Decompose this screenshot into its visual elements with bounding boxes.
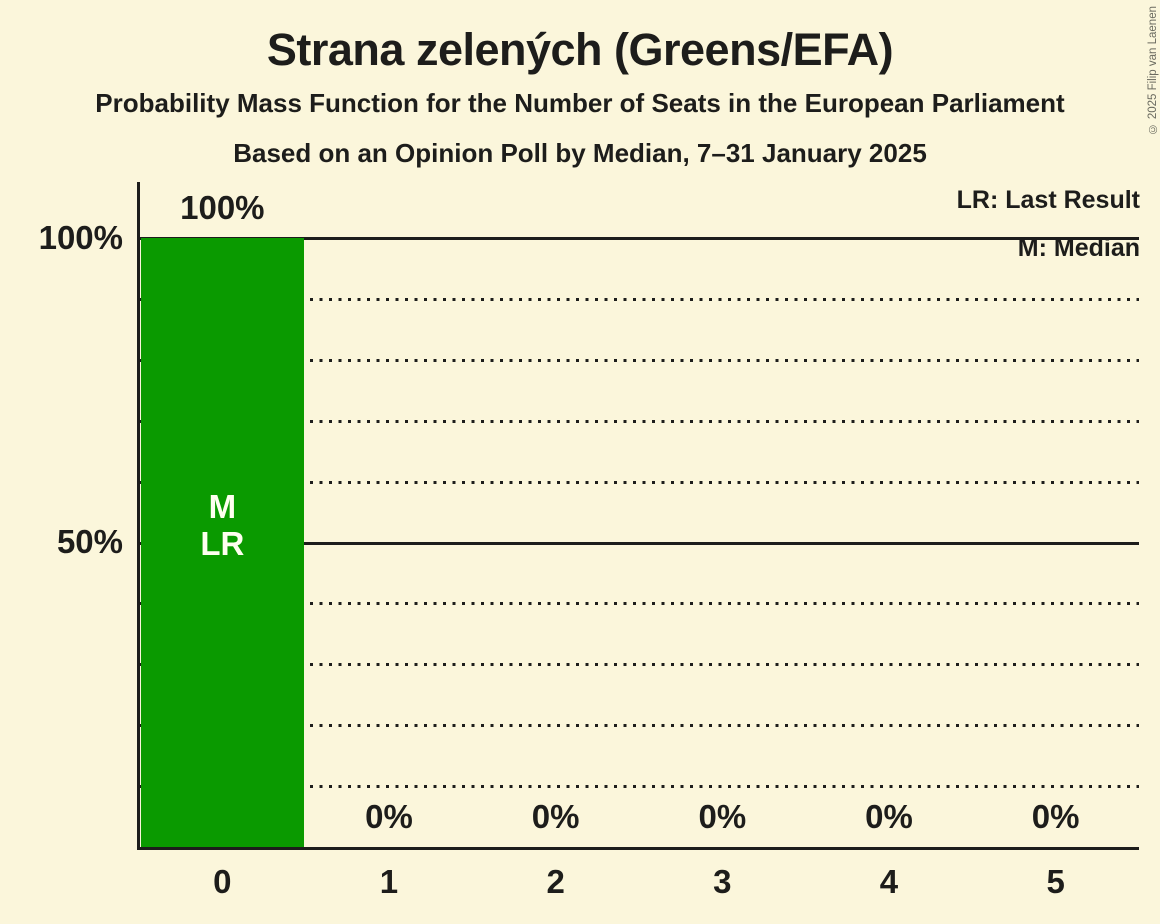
chart-subtitle: Probability Mass Function for the Number… xyxy=(95,88,1065,118)
gridline-solid-50 xyxy=(139,541,1139,545)
y-axis-line xyxy=(137,182,140,850)
value-label-5: 0% xyxy=(1031,798,1080,835)
x-tick-label-4: 4 xyxy=(879,863,899,900)
annotation-line-m: M xyxy=(208,488,237,525)
chart-poll-info: Based on an Opinion Poll by Median, 7–31… xyxy=(233,138,927,168)
x-tick-label-0: 0 xyxy=(213,863,232,900)
gridline-dotted-10 xyxy=(139,785,1139,789)
gridline-dotted-20 xyxy=(139,724,1139,728)
x-tick-label-2: 2 xyxy=(546,863,565,900)
value-label-0: 100% xyxy=(180,189,265,226)
value-label-2: 0% xyxy=(531,798,580,835)
bar-0 xyxy=(140,238,305,847)
x-tick-label-1: 1 xyxy=(379,863,399,900)
gridline-dotted-30 xyxy=(139,663,1139,667)
legend-median: M: Median xyxy=(1017,234,1140,262)
copyright-notice: © 2025 Filip van Laenen xyxy=(1147,6,1159,135)
chart-title: Strana zelených (Greens/EFA) xyxy=(266,24,894,75)
value-label-1: 0% xyxy=(365,798,413,835)
value-label-3: 0% xyxy=(698,798,747,835)
y-axis-label-50: 50% xyxy=(56,523,123,560)
median-lastresult-annotation: M LR xyxy=(139,488,306,562)
x-tick-label-3: 3 xyxy=(713,863,732,900)
value-label-4: 0% xyxy=(865,798,913,835)
legend-last-result: LR: Last Result xyxy=(956,186,1140,214)
x-tick-label-5: 5 xyxy=(1046,863,1065,900)
plot-area: 100% 0% 0% 0% 0% 0% M LR xyxy=(139,189,1139,850)
gridline-dotted-60 xyxy=(139,480,1139,484)
gridline-dotted-40 xyxy=(139,602,1139,606)
x-axis-labels: 0 1 2 3 4 5 xyxy=(139,862,1139,906)
gridline-dotted-90 xyxy=(139,297,1139,301)
gridline-dotted-80 xyxy=(139,358,1139,362)
gridline-solid-100 xyxy=(139,237,1139,240)
annotation-line-lr: LR xyxy=(200,525,245,562)
y-axis-label-100: 100% xyxy=(38,219,123,256)
gridline-dotted-70 xyxy=(139,419,1139,423)
